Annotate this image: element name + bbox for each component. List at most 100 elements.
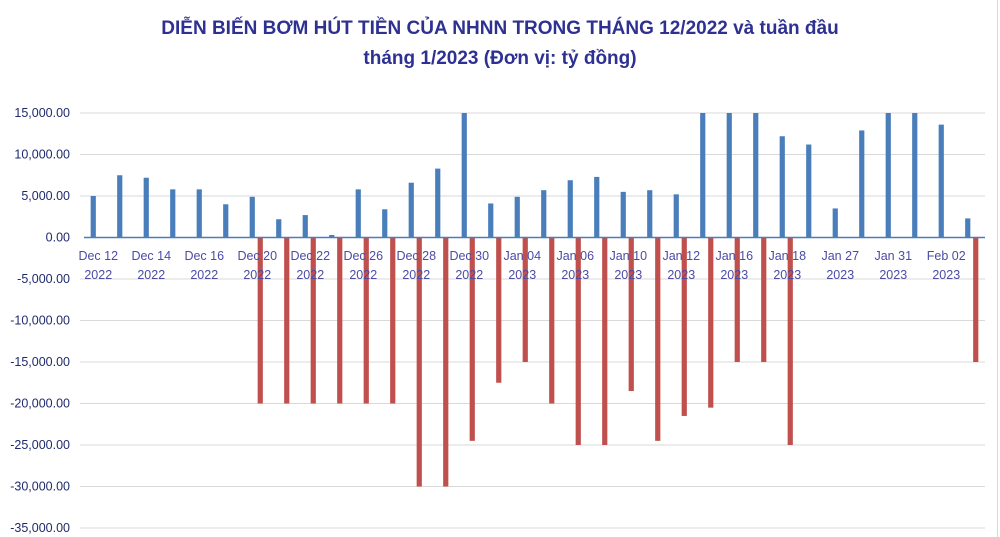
x-tick-year-label: 2023	[932, 268, 960, 282]
positive-bar	[620, 191, 626, 238]
x-tick-label: Jan 18	[768, 249, 806, 263]
negative-bar	[284, 237, 290, 404]
positive-bar	[700, 113, 706, 238]
negative-bar	[602, 237, 608, 445]
positive-bar	[541, 190, 547, 238]
positive-bar	[355, 189, 361, 238]
positive-bar	[673, 194, 679, 238]
positive-bar	[567, 180, 573, 238]
x-tick-label: Dec 20	[237, 249, 277, 263]
x-tick-year-label: 2022	[137, 268, 165, 282]
chart-border	[997, 0, 998, 537]
y-tick-label: -35,000.00	[10, 521, 70, 535]
positive-bar	[514, 196, 520, 238]
y-tick-label: 5,000.00	[21, 189, 70, 203]
negative-bar	[655, 237, 661, 441]
positive-bar	[143, 177, 149, 238]
positive-bar	[885, 113, 891, 238]
negative-bar	[416, 237, 422, 487]
positive-bar	[196, 189, 202, 238]
negative-bar	[708, 237, 714, 408]
y-tick-label: -15,000.00	[10, 355, 70, 369]
negative-bar	[549, 237, 555, 404]
x-tick-label: Dec 16	[184, 249, 224, 263]
negative-bar	[522, 237, 528, 362]
y-tick-label: 10,000.00	[14, 148, 70, 162]
x-tick-year-label: 2023	[826, 268, 854, 282]
negative-bar	[363, 237, 369, 404]
positive-bar	[382, 209, 388, 238]
x-tick-label: Dec 12	[78, 249, 118, 263]
positive-bar	[806, 144, 812, 238]
x-tick-year-label: 2022	[243, 268, 271, 282]
negative-bar	[257, 237, 263, 404]
x-tick-label: Dec 14	[131, 249, 171, 263]
positive-bar	[249, 196, 255, 238]
positive-bar	[435, 168, 441, 238]
x-tick-year-label: 2023	[667, 268, 695, 282]
positive-bar	[117, 175, 123, 238]
x-tick-label: Jan 27	[821, 249, 859, 263]
x-tick-year-label: 2023	[879, 268, 907, 282]
x-tick-year-label: 2023	[773, 268, 801, 282]
positive-bar	[753, 113, 759, 238]
x-tick-year-label: 2023	[720, 268, 748, 282]
x-tick-label: Dec 26	[343, 249, 383, 263]
y-tick-label: 0.00	[46, 231, 70, 245]
negative-bar	[681, 237, 687, 416]
chart-title-line-1: DIỄN BIẾN BƠM HÚT TIỀN CỦA NHNN TRONG TH…	[161, 18, 839, 39]
negative-bar	[337, 237, 343, 404]
positive-bar	[594, 176, 600, 238]
positive-bar	[779, 136, 785, 238]
negative-bar	[443, 237, 449, 487]
positive-bar	[223, 204, 229, 238]
positive-bar	[726, 113, 732, 238]
x-tick-label: Jan 04	[503, 249, 541, 263]
positive-bar	[965, 218, 971, 238]
x-tick-year-label: 2023	[508, 268, 536, 282]
x-tick-label: Dec 30	[449, 249, 489, 263]
positive-bar	[938, 124, 944, 238]
positive-bar	[832, 208, 838, 238]
x-tick-year-label: 2023	[561, 268, 589, 282]
positive-bar	[488, 203, 494, 238]
y-tick-label: -5,000.00	[17, 272, 70, 286]
x-tick-label: Jan 10	[609, 249, 647, 263]
positive-bar	[170, 189, 176, 238]
positive-bar	[276, 219, 282, 238]
x-tick-label: Jan 06	[556, 249, 594, 263]
positive-bar	[408, 182, 414, 238]
x-tick-label: Jan 16	[715, 249, 753, 263]
x-tick-label: Dec 28	[396, 249, 436, 263]
negative-bar	[310, 237, 316, 404]
x-tick-year-label: 2022	[190, 268, 218, 282]
positive-bar	[90, 196, 96, 238]
x-tick-year-label: 2022	[296, 268, 324, 282]
positive-bar	[647, 190, 653, 238]
x-tick-label: Jan 31	[874, 249, 912, 263]
y-tick-label: -20,000.00	[10, 397, 70, 411]
x-tick-year-label: 2022	[84, 268, 112, 282]
negative-bar	[390, 237, 396, 404]
negative-bar	[469, 237, 475, 441]
x-tick-year-label: 2023	[614, 268, 642, 282]
positive-bar	[302, 215, 308, 238]
negative-bar	[628, 237, 634, 392]
x-tick-label: Dec 22	[290, 249, 330, 263]
y-tick-label: -30,000.00	[10, 480, 70, 494]
x-tick-label: Jan 12	[662, 249, 700, 263]
y-tick-label: -10,000.00	[10, 314, 70, 328]
negative-bar	[496, 237, 502, 383]
y-tick-label: -25,000.00	[10, 438, 70, 452]
negative-bar	[734, 237, 740, 362]
chart-title: DIỄN BIẾN BƠM HÚT TIỀN CỦA NHNN TRONG TH…	[0, 14, 1000, 74]
positive-bar	[859, 130, 865, 238]
x-tick-label: Feb 02	[927, 249, 966, 263]
positive-bar	[461, 113, 467, 238]
negative-bar	[761, 237, 767, 362]
positive-bar	[912, 113, 918, 238]
x-tick-year-label: 2022	[349, 268, 377, 282]
x-tick-year-label: 2022	[402, 268, 430, 282]
negative-bar	[575, 237, 581, 445]
